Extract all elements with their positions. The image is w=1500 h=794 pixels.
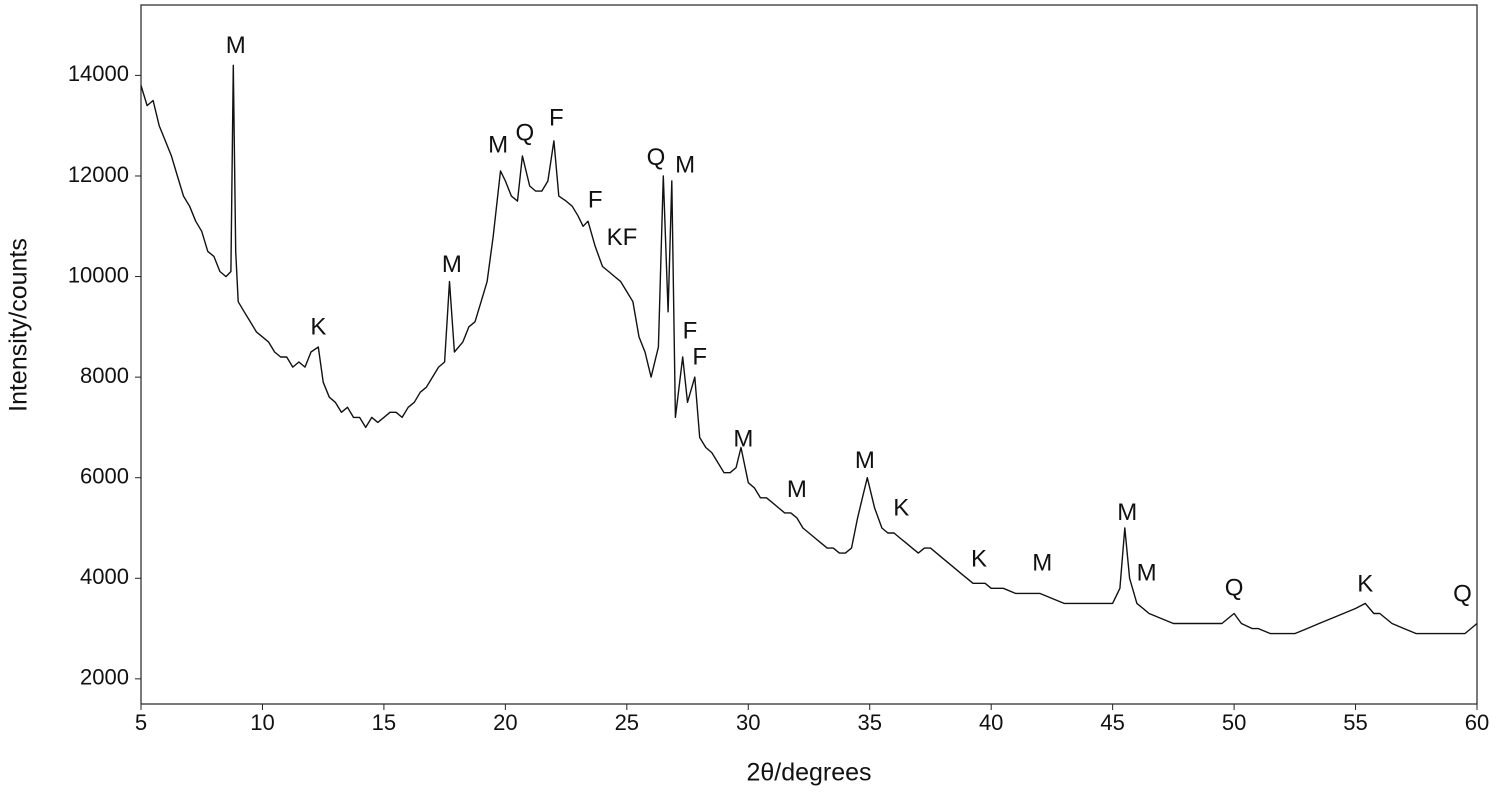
peak-label: M xyxy=(787,476,807,503)
peak-label: K xyxy=(310,314,326,341)
x-tick-label: 30 xyxy=(736,710,760,735)
peak-label: M xyxy=(442,251,462,278)
peak-label: Q xyxy=(515,120,534,147)
y-tick-label: 12000 xyxy=(68,162,129,187)
peak-label: KF xyxy=(607,224,638,251)
peak-label: M xyxy=(1032,550,1052,577)
x-tick-label: 5 xyxy=(135,710,147,735)
xrd-pattern xyxy=(140,64,1478,635)
peak-label: K xyxy=(971,546,987,573)
x-axis-label: 2θ/degrees xyxy=(746,759,871,787)
peak-label: F xyxy=(549,104,564,131)
plot-frame xyxy=(140,4,1478,705)
x-tick-label: 25 xyxy=(615,710,639,735)
x-tick-label: 10 xyxy=(250,710,274,735)
x-tick-label: 15 xyxy=(372,710,396,735)
x-tick-label: 50 xyxy=(1222,710,1246,735)
y-tick-label: 4000 xyxy=(80,564,129,589)
peak-label: F xyxy=(683,318,698,345)
x-tick-label: 35 xyxy=(857,710,881,735)
y-tick-label: 6000 xyxy=(80,464,129,489)
peak-label: M xyxy=(855,447,875,474)
peak-label: M xyxy=(675,151,695,178)
peak-label: K xyxy=(1357,571,1373,598)
peak-label: Q xyxy=(647,144,666,171)
y-axis-label: Intensity/counts xyxy=(5,238,33,412)
y-tick-label: 8000 xyxy=(80,363,129,388)
x-tick-label: 20 xyxy=(493,710,517,735)
y-tick-label: 14000 xyxy=(68,61,129,86)
peak-label: M xyxy=(1137,560,1157,587)
peak-label: M xyxy=(488,132,508,159)
peak-label: M xyxy=(733,425,753,452)
peak-label: F xyxy=(588,186,603,213)
y-tick-label: 2000 xyxy=(80,665,129,690)
y-tick-label: 10000 xyxy=(68,262,129,287)
x-tick-label: 60 xyxy=(1465,710,1489,735)
peak-label: Q xyxy=(1225,575,1244,602)
peak-label: F xyxy=(692,343,707,370)
peak-label: M xyxy=(226,32,246,59)
peak-label: M xyxy=(1117,499,1137,526)
x-tick-label: 45 xyxy=(1100,710,1124,735)
peak-label: Q xyxy=(1453,581,1472,608)
x-tick-label: 40 xyxy=(979,710,1003,735)
peak-label: K xyxy=(893,495,909,522)
x-tick-label: 55 xyxy=(1343,710,1367,735)
